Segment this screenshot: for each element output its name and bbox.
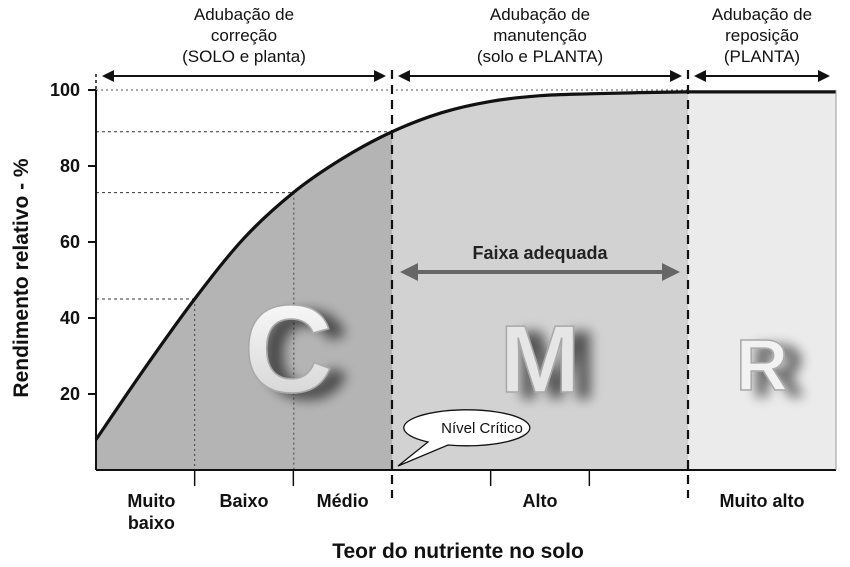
zone-arrow-left-m	[398, 70, 410, 82]
zone-arrow-left-c	[102, 70, 114, 82]
callout-label: Nível Crítico	[441, 420, 523, 437]
x-class-label-3: Alto	[523, 491, 558, 511]
callout-layer: Nível Crítico	[397, 409, 531, 467]
zone-arrow-right-r	[818, 70, 830, 82]
y-axis-title: Rendimento relativo - %	[10, 158, 33, 398]
zone-fill-c	[96, 131, 392, 470]
band-label: Faixa adequada	[472, 243, 608, 263]
x-class-label-4: Muito alto	[720, 491, 805, 511]
zone-header-m-line0: Adubação de	[490, 5, 590, 24]
response-curve	[94, 90, 836, 441]
x-class-label-0-1: baixo	[128, 513, 175, 533]
zone-header-r-line2: (PLANTA)	[724, 47, 800, 66]
x-class-label-1: Baixo	[219, 491, 268, 511]
zone-fill-m	[392, 91, 688, 470]
zone-arrow-right-c	[374, 70, 386, 82]
zone-letter-m: M	[500, 306, 580, 413]
zone-letter-r: R	[736, 326, 788, 406]
headers-layer: Adubação de correção (SOLO e planta) Adubaç…	[102, 5, 830, 82]
zone-header-r-line1: reposição	[725, 26, 799, 45]
zone-arrow-right-m	[670, 70, 682, 82]
y-tick-label-80: 80	[60, 156, 80, 176]
y-tick-label-20: 20	[60, 384, 80, 404]
band-layer: Faixa adequada	[400, 243, 680, 281]
zone-arrow-left-r	[694, 70, 706, 82]
callout-bubble	[397, 409, 531, 467]
zone-header-r-line0: Adubação de	[712, 5, 812, 24]
band-arrow-right	[662, 263, 680, 281]
x-axis-title: Teor do nutriente no solo	[332, 540, 584, 563]
zone-header-c-line0: Adubação de	[194, 5, 294, 24]
zone-header-m-line1: manutenção	[493, 26, 587, 45]
y-tick-label-100: 100	[50, 80, 80, 100]
y-tick-label-40: 40	[60, 308, 80, 328]
zone-fill-r	[688, 91, 836, 470]
x-class-label-2: Médio	[317, 491, 369, 511]
x-class-label-0-0: Muito	[127, 491, 175, 511]
y-tick-label-60: 60	[60, 232, 80, 252]
zone-header-c-line2: (SOLO e planta)	[182, 47, 306, 66]
zone-header-m-line2: (solo e PLANTA)	[477, 47, 603, 66]
dividers-layer	[390, 70, 837, 498]
zone-letter-c: C	[244, 281, 334, 419]
curve-layer	[94, 90, 836, 441]
zone-header-c-line1: correção	[211, 26, 277, 45]
band-arrow-left	[400, 263, 418, 281]
zones-layer	[96, 91, 836, 470]
